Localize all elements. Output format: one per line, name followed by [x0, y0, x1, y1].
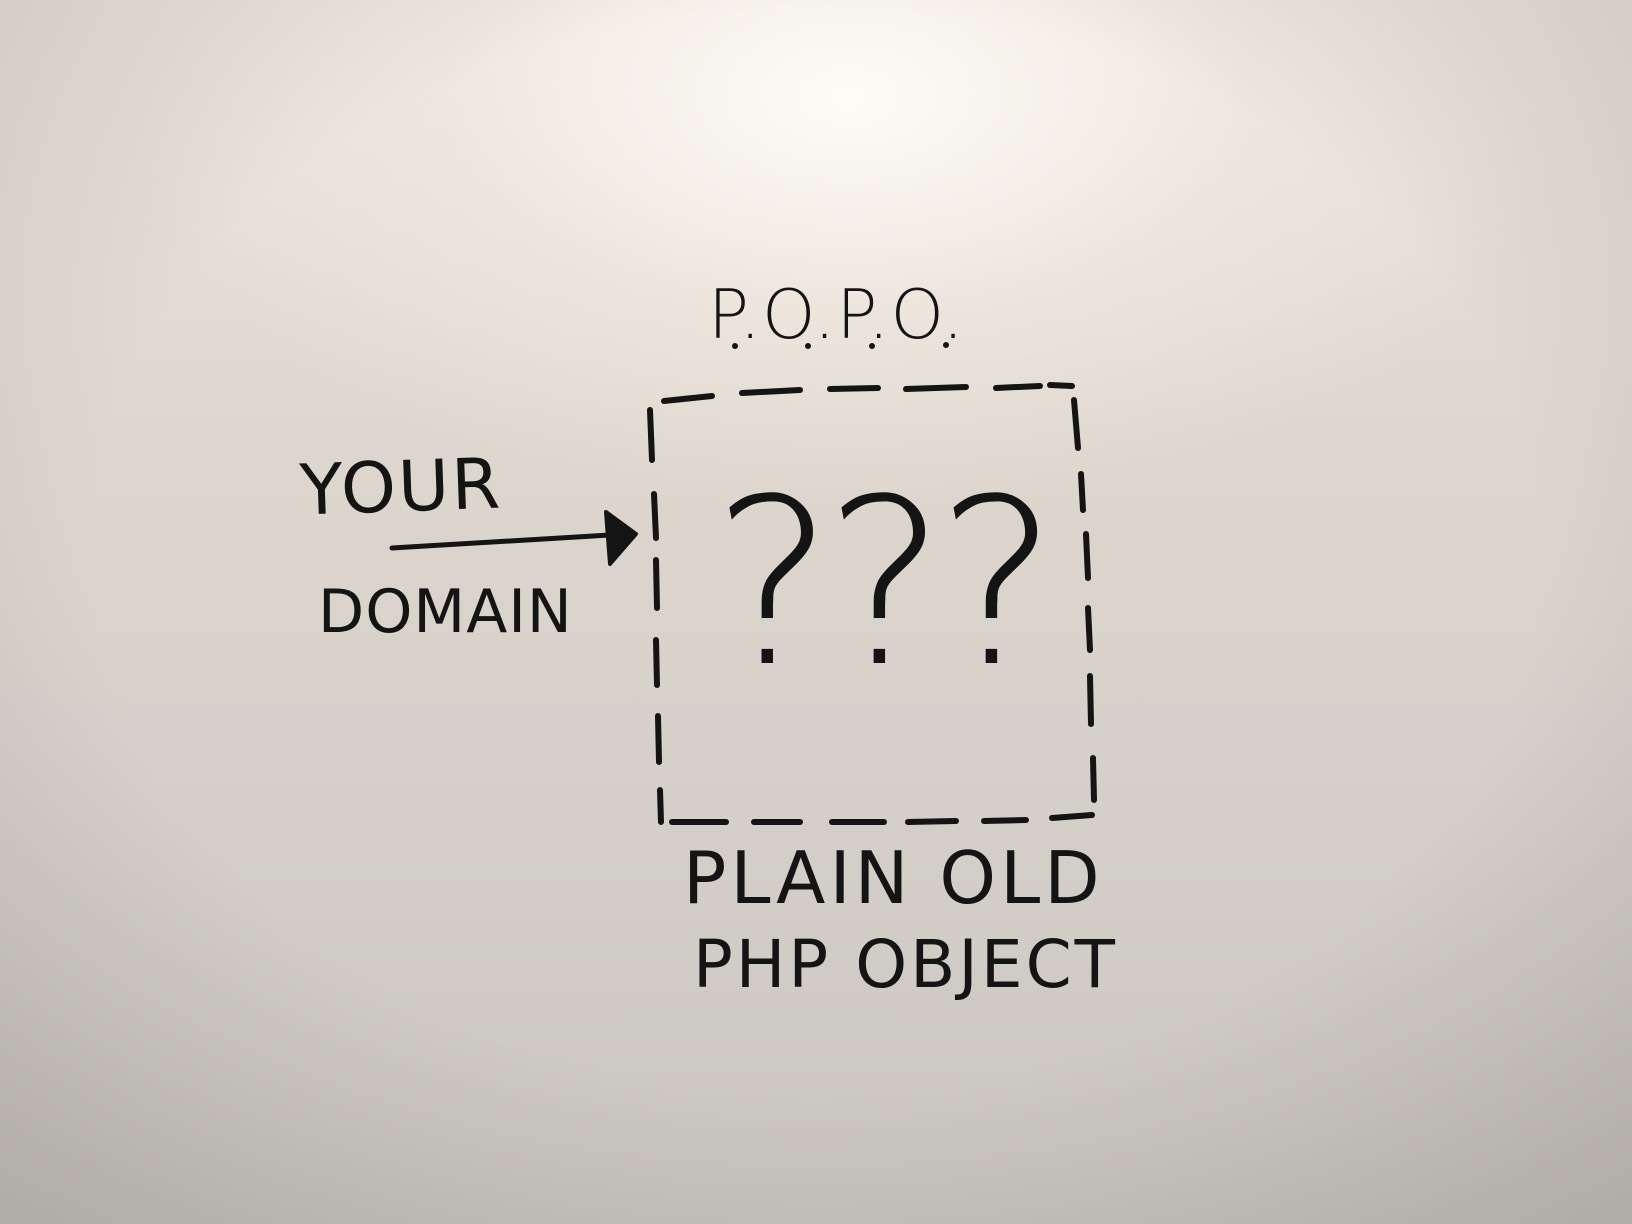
- box-dash: [1071, 397, 1081, 451]
- box-dash: [647, 407, 655, 463]
- box-dash: [653, 637, 660, 688]
- heading-dots: [732, 342, 949, 349]
- box-dash: [739, 387, 803, 396]
- box-dash: [827, 385, 881, 392]
- box-dash: [1047, 382, 1075, 389]
- box-dash: [993, 383, 1043, 391]
- box-dash: [653, 557, 660, 611]
- caption-php-object: PHP OBJECT: [693, 926, 1119, 1003]
- box-dash: [657, 787, 664, 825]
- box-dash: [1090, 755, 1097, 803]
- box-dash: [1087, 673, 1094, 727]
- dashed-box: [647, 382, 1097, 825]
- caption-plain-old: PLAIN OLD: [683, 836, 1104, 920]
- dot: [869, 343, 875, 349]
- box-dash: [661, 393, 715, 404]
- arrow-head: [604, 510, 638, 566]
- dot: [943, 342, 949, 348]
- dot: [732, 343, 738, 349]
- arrow-shaft: [389, 532, 613, 551]
- box-dash: [1083, 531, 1091, 581]
- arrow: [389, 510, 638, 566]
- box-dash: [1078, 471, 1086, 513]
- dot: [805, 343, 811, 349]
- label-your: YOUR: [298, 442, 504, 532]
- box-dash: [905, 818, 959, 825]
- box-dash: [1085, 605, 1093, 653]
- box-dash: [1049, 812, 1095, 821]
- label-domain: DOMAIN: [318, 577, 573, 647]
- box-dash: [655, 713, 662, 765]
- box-dash: [981, 817, 1029, 824]
- box-dash: [651, 491, 659, 541]
- question-marks: ???: [712, 451, 1058, 718]
- box-dash: [903, 384, 969, 392]
- heading-popo: P.O.P.O.: [708, 276, 965, 355]
